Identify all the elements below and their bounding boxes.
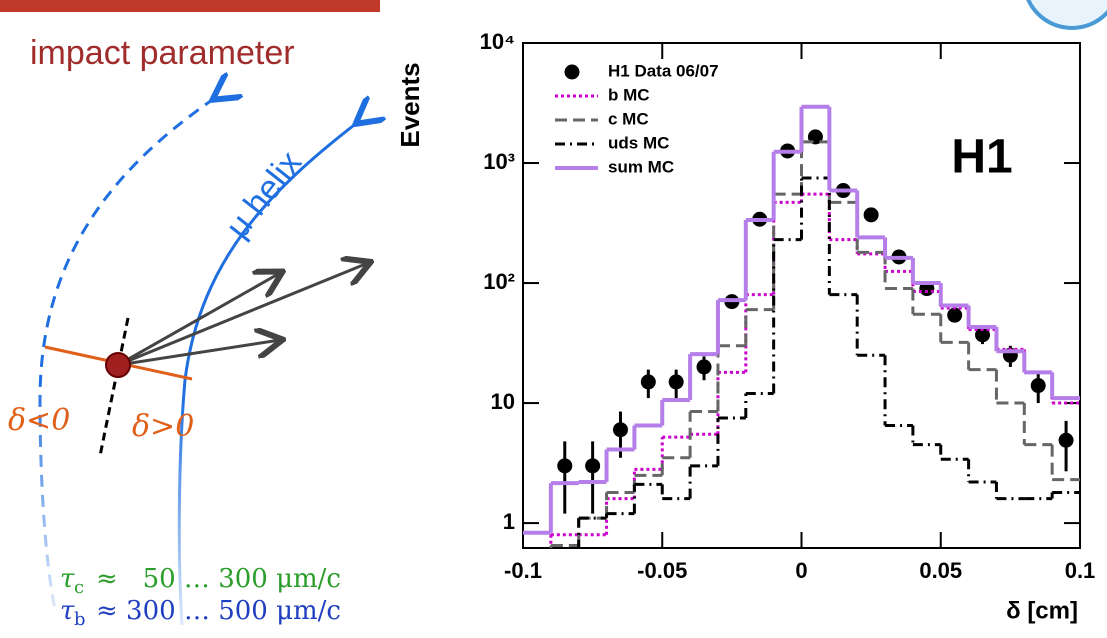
y-tick-label: 10: [491, 389, 515, 414]
annotation: H1: [951, 131, 1012, 184]
delta-neg: δ<0: [8, 403, 70, 438]
y-tick-label: 10²: [483, 269, 515, 294]
data-point: [863, 207, 879, 223]
data-point: [585, 458, 601, 474]
tau-sub: c: [74, 577, 84, 598]
helix: [177, 122, 358, 626]
track: [117, 263, 368, 367]
diagram: impact parameter μ helix δ<0 δ>0 τ c ≈ 5…: [8, 34, 368, 630]
data-point: [668, 374, 684, 390]
legend-label: sum MC: [608, 157, 674, 176]
tau-sub: b: [74, 609, 86, 630]
track: [117, 273, 280, 367]
x-tick-label: -0.05: [637, 558, 687, 583]
tau-text: ≈ 300 … 500 μm/c: [96, 596, 341, 626]
legend-marker: [564, 64, 580, 80]
legend-label: uds MC: [608, 133, 669, 152]
data-point: [557, 458, 573, 474]
data-point: [696, 359, 712, 375]
x-tick-label: 0: [795, 558, 807, 583]
legend-label: H1 Data 06/07: [608, 61, 719, 80]
data-point: [612, 422, 628, 438]
helix-label: μ helix: [218, 144, 309, 245]
perp-line: [98, 317, 130, 457]
y-tick-label: 10⁴: [480, 29, 515, 54]
tau-symbol: τ: [60, 564, 75, 594]
y-tick-label: 10³: [483, 149, 515, 174]
y-tick-label: 1: [503, 509, 515, 534]
data-point: [975, 327, 991, 343]
header-bar: [0, 0, 380, 12]
vertex: [105, 352, 131, 378]
x-tick-label: 0.05: [919, 558, 962, 583]
data-point: [1058, 432, 1074, 448]
legend-label: c MC: [608, 109, 649, 128]
track: [117, 340, 280, 367]
tau-symbol: τ: [60, 596, 75, 626]
x-axis-label: δ [cm]: [1006, 597, 1078, 624]
diagram-title: impact parameter: [30, 34, 295, 72]
delta-pos: δ>0: [132, 409, 194, 444]
y-axis-label: Events: [395, 62, 425, 147]
logo: [1026, 0, 1107, 30]
data-point: [947, 307, 963, 323]
data-point: [640, 374, 656, 390]
plot-area: [523, 104, 1080, 548]
data-point: [1030, 378, 1046, 394]
dashed-helix: [38, 98, 215, 611]
legend-label: b MC: [608, 85, 650, 104]
tau-text: ≈ 50 … 300 μm/c: [96, 564, 341, 594]
x-tick-label: 0.1: [1065, 558, 1096, 583]
x-tick-label: -0.1: [504, 558, 542, 583]
